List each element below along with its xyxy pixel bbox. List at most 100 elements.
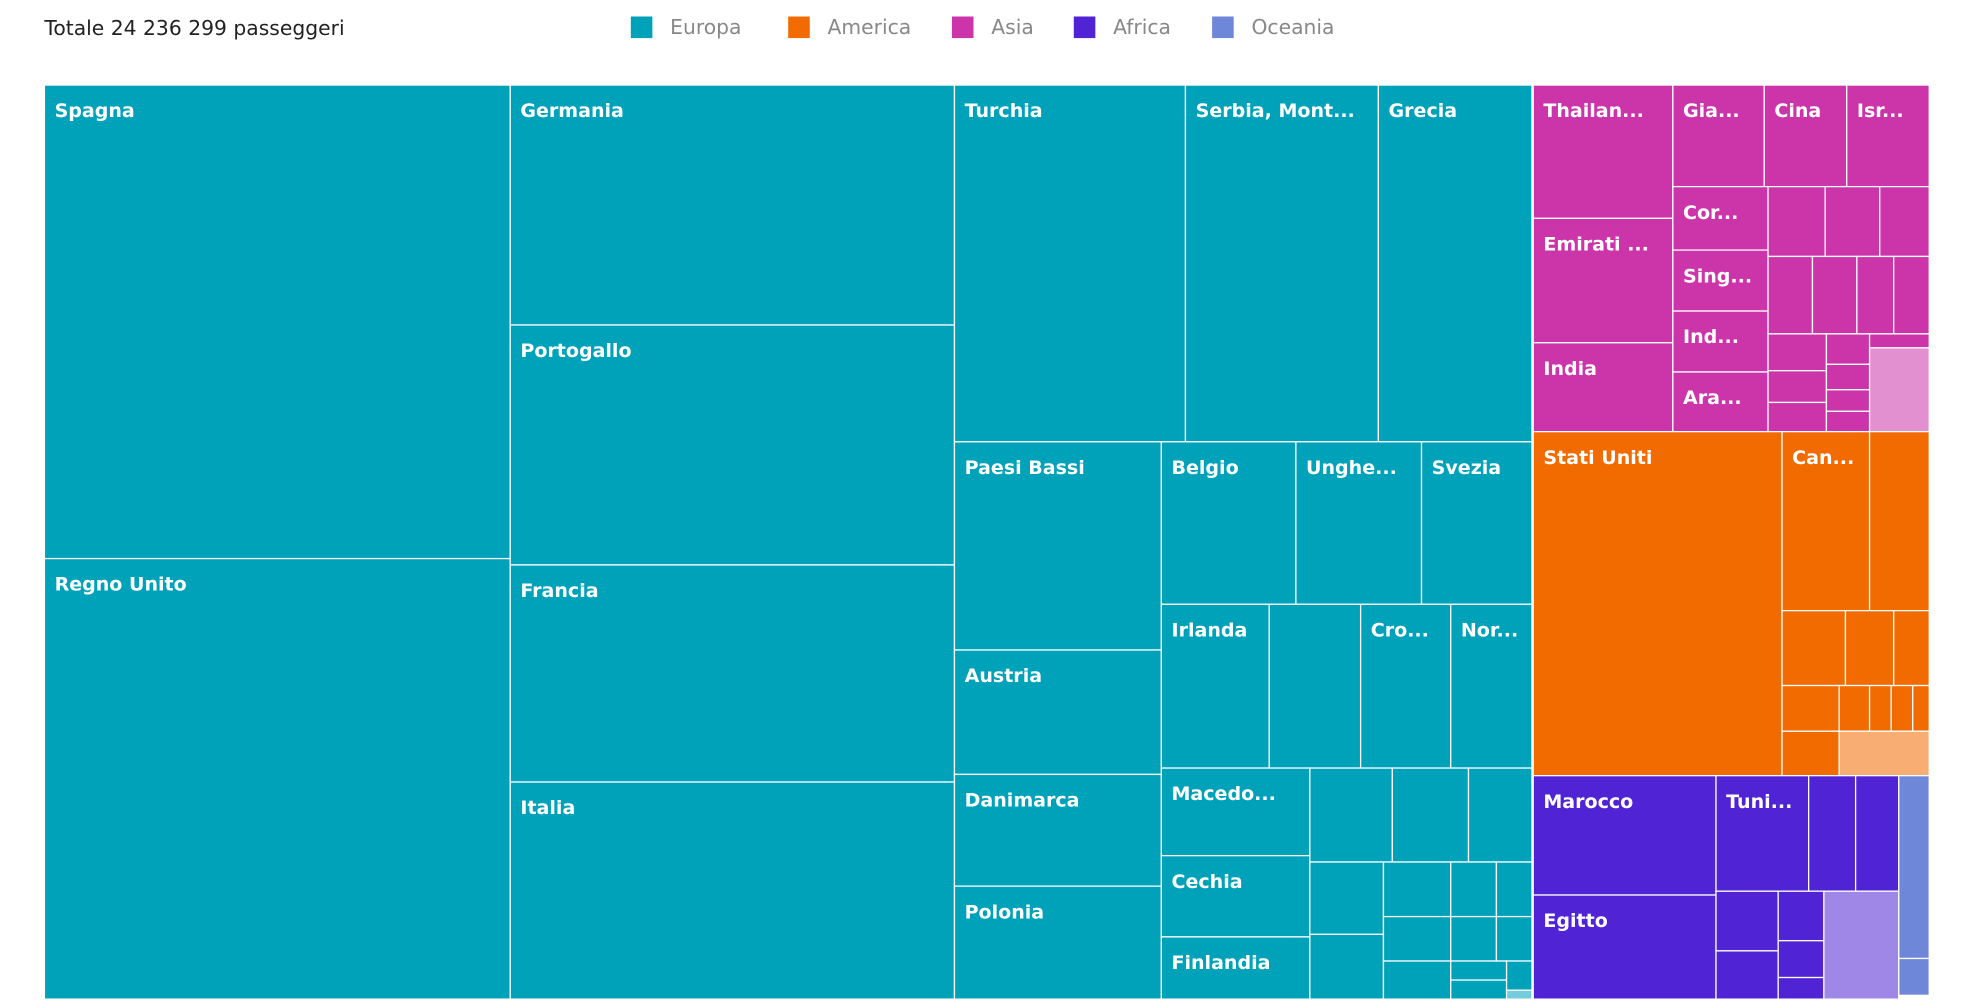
tile-label: Ara... — [1683, 387, 1742, 409]
treemap-tile — [509, 781, 956, 1000]
legend-label: Asia — [991, 15, 1034, 39]
treemap-tile — [509, 84, 956, 326]
treemap-tile — [1309, 767, 1393, 863]
treemap-tile — [1898, 775, 1930, 960]
tile-label: Thailan... — [1543, 100, 1643, 122]
tile-label: Spagna — [55, 100, 135, 122]
legend-swatch — [1212, 16, 1234, 39]
tile-label: India — [1543, 358, 1597, 380]
treemap-tile — [1898, 957, 1930, 996]
treemap-tile — [1532, 775, 1717, 896]
legend-label: Africa — [1113, 15, 1171, 39]
treemap-tile — [1838, 730, 1930, 777]
treemap-tile — [1893, 255, 1930, 335]
treemap-tile — [1781, 730, 1840, 777]
treemap-tile — [1505, 960, 1533, 991]
treemap-tile — [1377, 84, 1533, 443]
tile-label: Egitto — [1543, 910, 1607, 932]
tile-label: Italia — [520, 797, 575, 819]
treemap-tile — [1808, 775, 1857, 892]
tile-label: Cro... — [1371, 619, 1429, 641]
treemap-tile — [1450, 915, 1498, 962]
treemap-tile — [1781, 684, 1840, 732]
tile-label: Austria — [965, 665, 1042, 687]
treemap-tile — [1823, 890, 1900, 1000]
tile-label: Tuni... — [1726, 791, 1792, 813]
treemap-tile — [953, 885, 1162, 1000]
treemap-tile — [1268, 603, 1362, 769]
treemap-tile — [1811, 255, 1858, 335]
tile-label: Belgio — [1171, 457, 1238, 479]
tile-label: Svezia — [1432, 457, 1501, 479]
tile-label: Francia — [520, 580, 598, 602]
treemap-tile — [1825, 363, 1871, 391]
treemap-tile — [1777, 976, 1825, 1000]
treemap-tile — [1672, 371, 1769, 433]
tile-label: Gia... — [1683, 100, 1740, 122]
treemap-tile — [43, 84, 511, 560]
treemap-tile — [953, 441, 1162, 651]
treemap-tile — [1672, 185, 1769, 251]
treemap-tile — [1890, 684, 1914, 732]
treemap-tile — [1777, 890, 1825, 942]
treemap-tile — [1868, 431, 1930, 612]
chart-title: Totale 24 236 299 passeggeri — [43, 16, 344, 40]
treemap-tile — [1868, 684, 1892, 732]
legend-label: America — [828, 15, 912, 39]
treemap-tile — [1854, 775, 1900, 892]
tile-label: Danimarca — [965, 790, 1080, 812]
treemap-tile — [1420, 441, 1533, 605]
tile-label: Irlanda — [1171, 619, 1247, 641]
treemap-tile — [1838, 684, 1871, 732]
treemap-tile — [1715, 890, 1779, 952]
treemap-tile — [1672, 310, 1769, 373]
tile-label: Unghe... — [1306, 457, 1397, 479]
treemap-tile — [1467, 767, 1533, 863]
tile-label: Turchia — [965, 100, 1043, 122]
treemap-tile — [1893, 610, 1930, 687]
tile-label: Grecia — [1389, 100, 1458, 122]
treemap-tile — [1825, 410, 1871, 433]
treemap-tile — [1767, 333, 1828, 372]
treemap-tile — [1450, 979, 1508, 1000]
treemap-tile — [1825, 389, 1871, 412]
treemap-tile — [1532, 342, 1674, 433]
treemap-tile — [1382, 960, 1452, 1000]
tile-label: Emirati ... — [1543, 234, 1649, 256]
tile-label: Portogallo — [520, 340, 631, 362]
treemap-tile — [509, 324, 956, 566]
treemap-tile — [1715, 775, 1810, 892]
tile-label: Marocco — [1543, 791, 1633, 813]
treemap-tile — [1767, 255, 1814, 335]
treemap-tile — [1495, 915, 1533, 962]
treemap-tile — [1160, 441, 1297, 605]
legend-swatch — [788, 16, 810, 39]
treemap-tile — [1450, 861, 1498, 918]
treemap-tile — [1672, 84, 1765, 188]
treemap-tile — [1160, 936, 1311, 1000]
treemap-tile — [1763, 84, 1848, 188]
treemap-tile — [1777, 940, 1825, 979]
treemap-tile — [1844, 610, 1895, 687]
treemap-tile — [1391, 767, 1470, 863]
treemap-tile — [43, 557, 511, 1000]
treemap-tile — [953, 649, 1162, 776]
treemap-tile — [1495, 861, 1533, 918]
tile-label: Serbia, Mont... — [1196, 100, 1355, 122]
tile-label: Isr... — [1857, 100, 1904, 122]
treemap-tile — [1359, 603, 1452, 769]
treemap-tile — [1879, 185, 1930, 258]
treemap-tile — [1160, 767, 1311, 857]
treemap-tile — [1309, 861, 1385, 936]
treemap-tile — [1532, 84, 1674, 219]
treemap-tile — [1382, 915, 1452, 962]
tile-label: Stati Uniti — [1543, 447, 1652, 469]
treemap-tile — [1450, 960, 1508, 981]
tile-label: Paesi Bassi — [965, 457, 1085, 479]
legend-swatch — [1073, 16, 1096, 39]
treemap-tile — [1160, 855, 1311, 938]
tile-label: Can... — [1792, 447, 1854, 469]
treemap-tile — [1767, 370, 1828, 404]
